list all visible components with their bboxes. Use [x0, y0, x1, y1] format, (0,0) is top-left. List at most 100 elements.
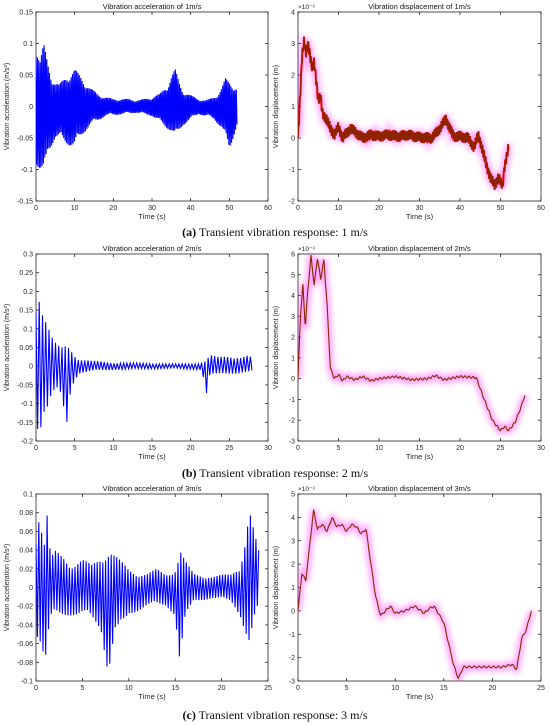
x-tick-label: 15: [440, 685, 448, 692]
y-axis-label: Vibration acceleration (m/s²): [4, 63, 11, 150]
chart-title: Vibration acceleration of 2m/s: [103, 244, 202, 253]
chart-c-acceleration: 0 5 10 15 20 25 -0.1 -0.08 -0.06 -0.04 -0.02 0 0.02 0…: [4, 484, 272, 701]
x-tick-label: 20: [218, 685, 226, 692]
acceleration-series-line: [36, 301, 253, 430]
series-group: [298, 508, 535, 681]
displacement-series-line: [298, 509, 532, 680]
series-group: [36, 515, 260, 667]
y-tick-label: -0.05: [17, 382, 33, 389]
x-tick-label: 10: [125, 685, 133, 692]
caption-b-letter: (b): [181, 466, 197, 480]
caption-c: (c) Transient vibration response: 3 m/s: [0, 708, 550, 723]
x-axis-label: Time (s): [406, 212, 434, 221]
y-tick-label: -0.08: [17, 660, 33, 667]
y-tick-label: 5: [291, 492, 295, 499]
y-tick-label: 5: [291, 272, 295, 279]
x-tick-label: 20: [456, 445, 464, 452]
y-tick-label: -0.04: [17, 622, 33, 629]
x-tick-label: 10: [375, 445, 383, 452]
y-axis-label: Vibration displacement (m): [273, 546, 280, 629]
x-axis-label: Time (s): [406, 692, 434, 701]
x-tick-label: 5: [345, 685, 349, 692]
displacement-series-line: [298, 36, 510, 190]
series-group: [298, 36, 513, 191]
x-tick-label: 40: [187, 205, 195, 212]
y-tick-label: 0.05: [19, 345, 33, 352]
y-tick-label: 0.3: [23, 252, 33, 259]
y-tick-label: 0.04: [19, 548, 33, 555]
y-tick-label: -2: [289, 418, 295, 425]
plot-area: [297, 253, 542, 442]
x-tick-label: 0: [296, 445, 300, 452]
displacement-series-line: [298, 255, 526, 432]
x-tick-label: 25: [497, 445, 505, 452]
y-axis-label: Vibration acceleration (m/s²): [4, 304, 11, 391]
caption-a-letter: (a): [182, 225, 197, 239]
y-tick-label: 2: [291, 562, 295, 569]
y-tick-label: -2: [289, 655, 295, 662]
y-tick-label: -0.1: [21, 167, 33, 174]
x-tick-label: 60: [537, 205, 545, 212]
caption-c-letter: (c): [182, 708, 196, 722]
x-tick-label: 15: [171, 685, 179, 692]
chart-title: Vibration acceleration of 1m/s: [103, 2, 202, 11]
y-tick-label: 0.2: [23, 289, 33, 296]
y-tick-label: -0.06: [17, 641, 33, 648]
y-tick-label: 0: [29, 364, 33, 371]
caption-a-text: Transient vibration response: 1 m/s: [196, 225, 368, 239]
axis-exponent: ×10⁻³: [298, 486, 315, 493]
y-tick-label: 0.15: [19, 10, 33, 17]
y-tick-label: -0.2: [21, 439, 33, 446]
x-tick-label: 25: [225, 445, 233, 452]
y-axis-label: Vibration displacement (m): [273, 306, 280, 389]
x-tick-label: 25: [264, 685, 272, 692]
x-tick-label: 30: [148, 205, 156, 212]
acceleration-series-line: [36, 515, 260, 667]
x-tick-label: 10: [335, 205, 343, 212]
y-tick-label: 4: [291, 293, 295, 300]
plot-area: [35, 253, 269, 442]
y-tick-label: -0.15: [17, 420, 33, 427]
chart-title: Vibration displacement of 3m/s: [368, 484, 471, 493]
x-tick-label: 20: [109, 205, 117, 212]
x-tick-label: 20: [489, 685, 497, 692]
y-tick-label: 2: [291, 73, 295, 80]
y-tick-label: 0: [29, 585, 33, 592]
y-axis-label: Vibration acceleration (m/s²): [4, 544, 11, 631]
y-tick-label: 1: [291, 104, 295, 111]
x-tick-label: 0: [34, 445, 38, 452]
chart-a-acceleration: 0 10 20 30 40 50 60 -0.15 -0.1 -0.05 0 0.05 0.1 0.15 V…: [4, 2, 272, 221]
y-tick-label: 1: [291, 585, 295, 592]
y-tick-label: 0.06: [19, 529, 33, 536]
y-tick-label: 0.05: [19, 73, 33, 80]
y-tick-label: 0: [291, 376, 295, 383]
chart-title: Vibration acceleration of 3m/s: [103, 484, 202, 493]
chart-b-displacement: 0 5 10 15 20 25 30 -3 -2 -1 0 1 2 3 4 5 6 Vibration displ…: [273, 244, 545, 461]
x-tick-label: 30: [537, 445, 545, 452]
y-tick-label: 6: [291, 252, 295, 259]
series-group: [298, 254, 529, 435]
x-tick-label: 50: [497, 205, 505, 212]
y-tick-label: 0.15: [19, 308, 33, 315]
y-tick-label: 0.1: [23, 492, 33, 499]
chart-a-displacement: 0 10 20 30 40 50 60 -2 -1 0 1 2 3 4 Vibration displace…: [273, 2, 545, 221]
x-tick-label: 20: [375, 205, 383, 212]
y-tick-label: -3: [289, 679, 295, 686]
x-tick-label: 50: [225, 205, 233, 212]
x-tick-label: 20: [187, 445, 195, 452]
y-tick-label: 0: [29, 104, 33, 111]
y-tick-label: 0.08: [19, 510, 33, 517]
y-tick-label: 1: [291, 355, 295, 362]
y-tick-label: 0.1: [23, 41, 33, 48]
x-tick-label: 5: [73, 445, 77, 452]
y-tick-label: -0.1: [21, 401, 33, 408]
axis-exponent: ×10⁻³: [298, 4, 315, 11]
x-tick-label: 0: [296, 205, 300, 212]
y-tick-label: -1: [289, 632, 295, 639]
chart-title: Vibration displacement of 2m/s: [368, 244, 471, 253]
x-tick-label: 25: [537, 685, 545, 692]
y-tick-label: -0.1: [21, 679, 33, 686]
x-tick-label: 0: [34, 205, 38, 212]
x-axis-label: Time (s): [138, 692, 166, 701]
y-tick-label: -0.15: [17, 199, 33, 206]
